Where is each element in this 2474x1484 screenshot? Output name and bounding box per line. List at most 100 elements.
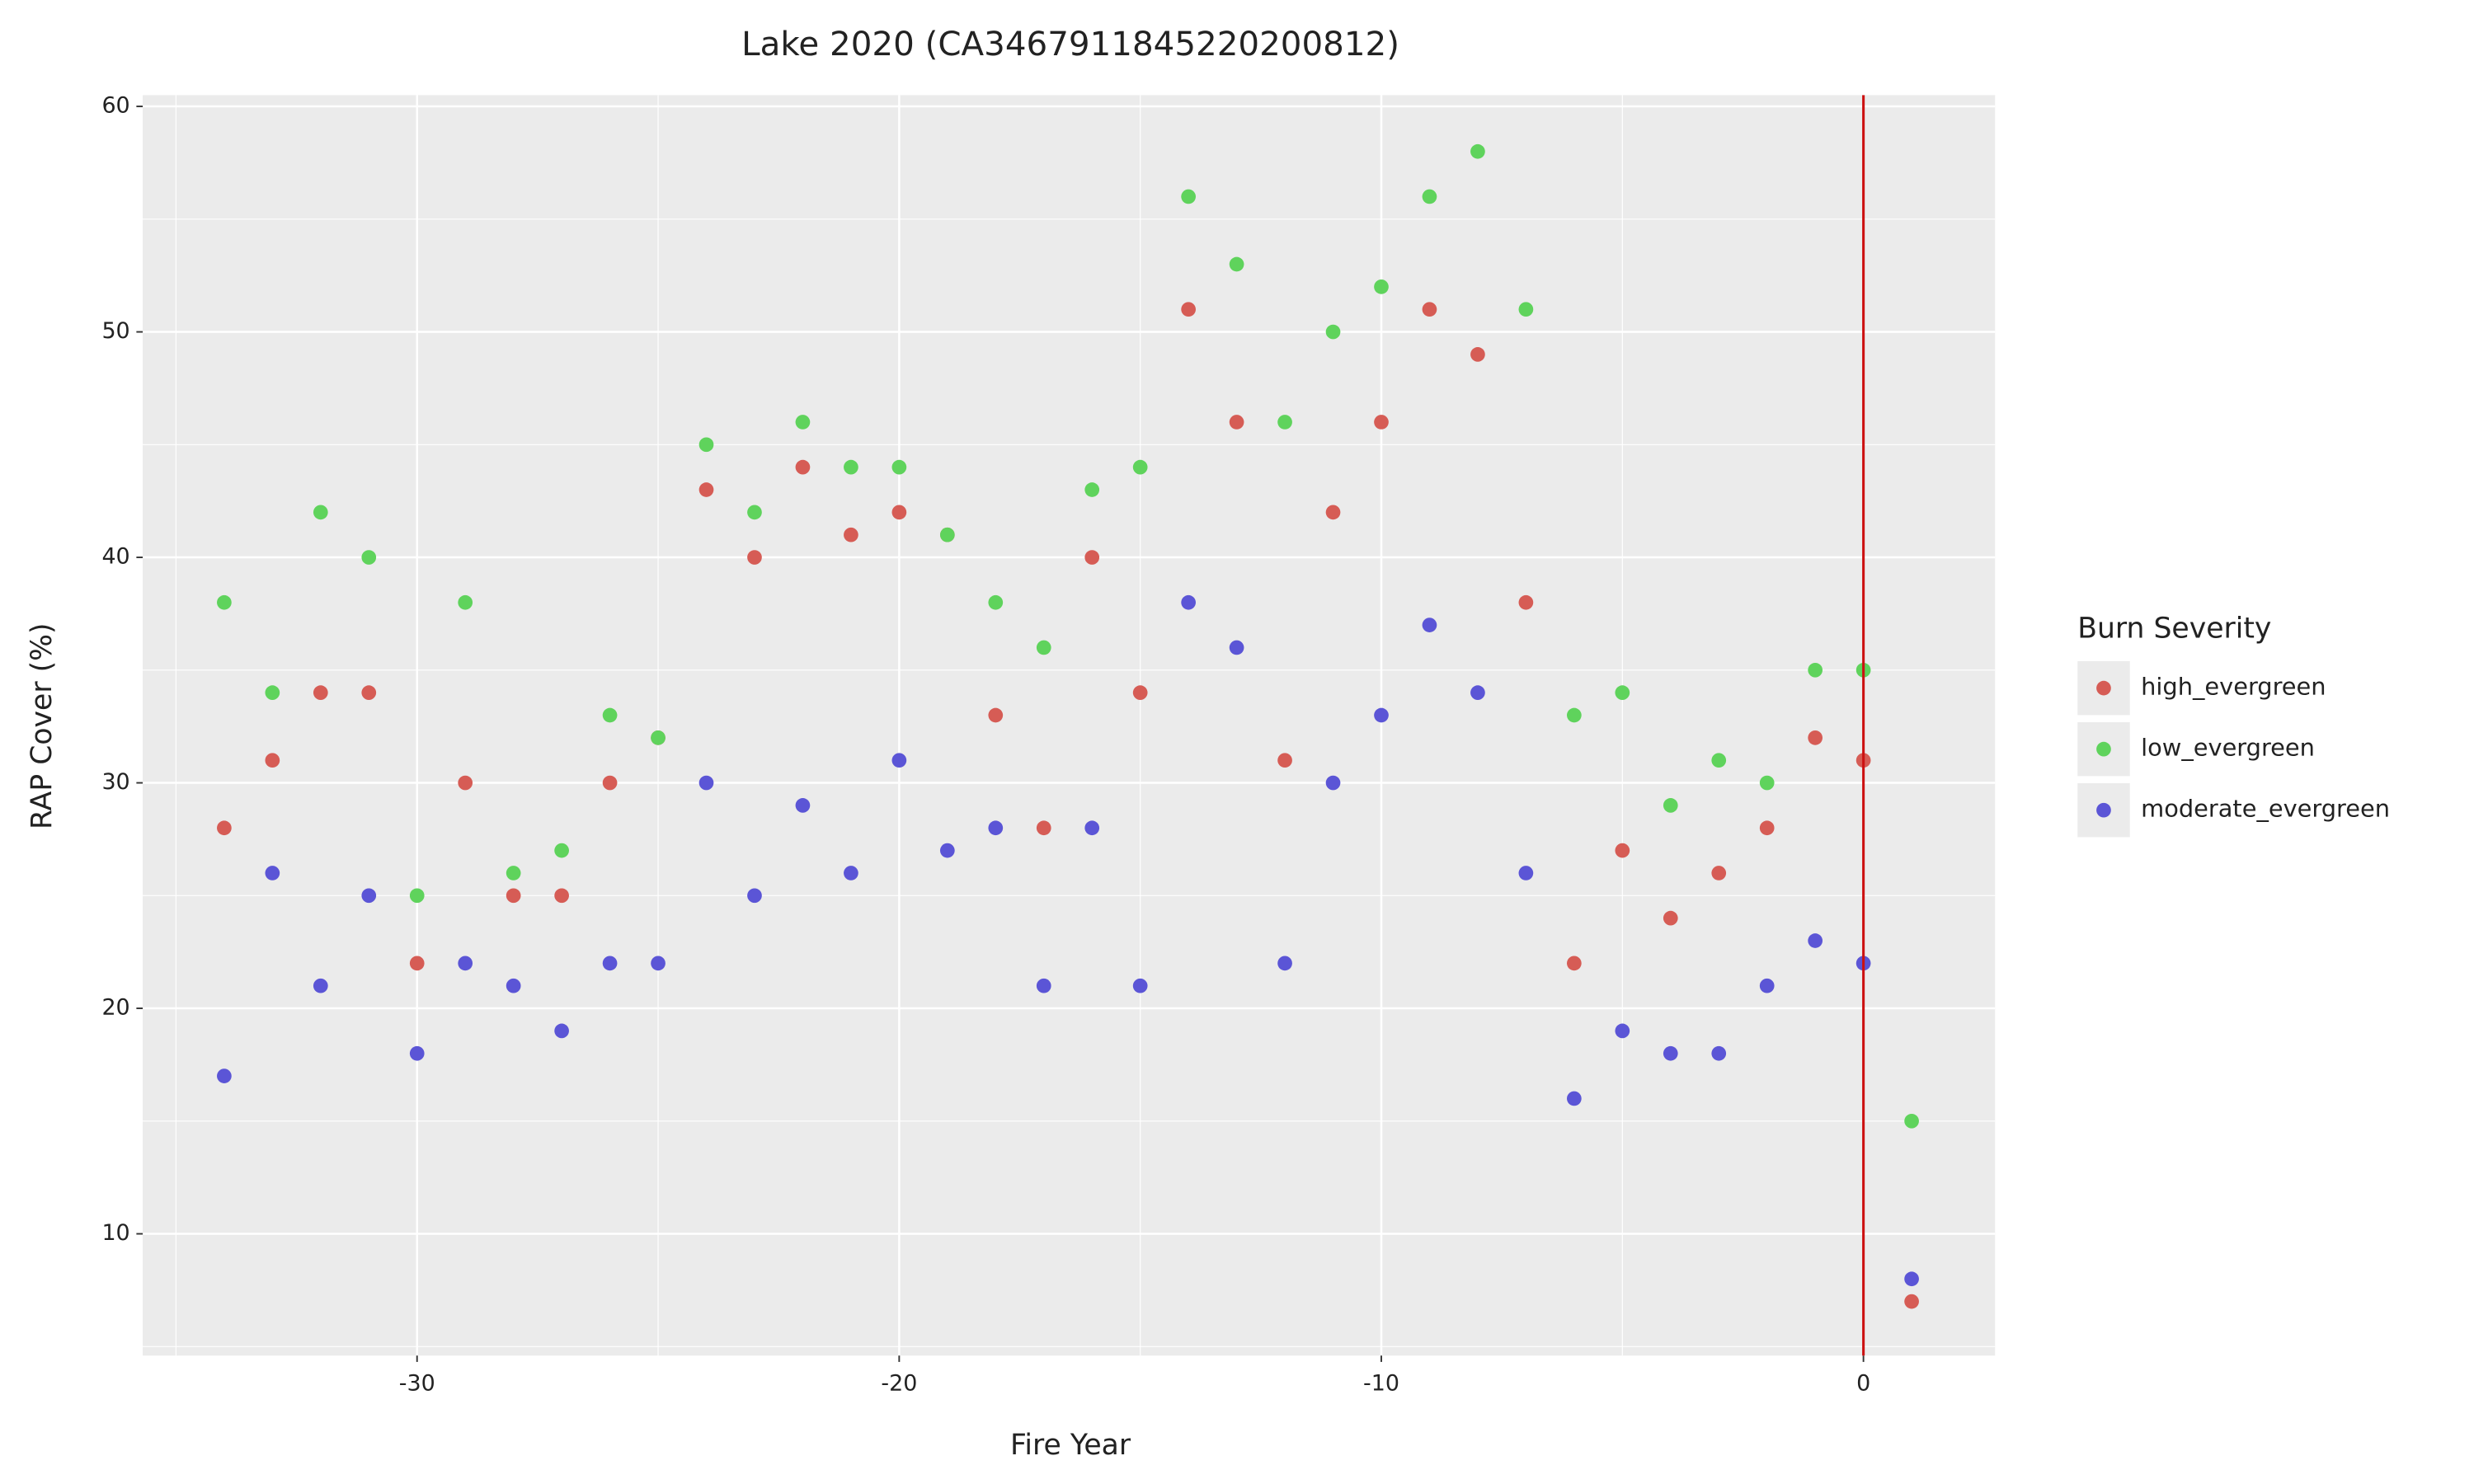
data-point xyxy=(1036,978,1051,993)
data-point xyxy=(1132,685,1148,700)
chart-title: Lake 2020 (CA3467911845220200812) xyxy=(741,25,1399,63)
data-point xyxy=(554,888,569,904)
data-point xyxy=(1904,1294,1919,1309)
data-point xyxy=(1567,956,1582,971)
data-point xyxy=(409,956,425,971)
data-point xyxy=(458,594,473,610)
data-point xyxy=(795,415,811,430)
legend-marker xyxy=(2096,741,2111,757)
data-point xyxy=(506,888,521,904)
y-tick-label: 50 xyxy=(101,318,129,344)
data-point xyxy=(1518,866,1534,881)
data-point xyxy=(361,888,377,904)
data-point xyxy=(1518,594,1534,610)
data-point xyxy=(1759,978,1775,993)
data-point xyxy=(1132,459,1148,475)
data-point xyxy=(361,550,377,565)
data-point xyxy=(1470,143,1485,159)
data-point xyxy=(651,956,666,971)
data-point xyxy=(1374,707,1389,723)
data-point xyxy=(1663,910,1678,926)
y-axis-label: RAP Cover (%) xyxy=(26,623,59,829)
y-tick-label: 10 xyxy=(101,1220,129,1246)
data-point xyxy=(1808,933,1823,948)
data-point xyxy=(1325,505,1341,520)
data-point xyxy=(1229,640,1244,655)
x-tick-label: -10 xyxy=(1363,1370,1399,1396)
data-point xyxy=(747,888,762,904)
data-point xyxy=(1181,594,1196,610)
data-point xyxy=(891,505,907,520)
data-point xyxy=(1181,189,1196,204)
data-point xyxy=(1374,279,1389,294)
y-tick-label: 20 xyxy=(101,995,129,1021)
data-point xyxy=(506,866,521,881)
data-point xyxy=(1422,302,1437,317)
data-point xyxy=(1277,753,1292,768)
data-point xyxy=(1904,1113,1919,1129)
data-point xyxy=(1470,685,1485,700)
data-point xyxy=(506,978,521,993)
data-point xyxy=(988,820,1004,836)
data-point xyxy=(1084,820,1100,836)
data-point xyxy=(1759,775,1775,791)
legend-marker xyxy=(2096,680,2111,696)
data-point xyxy=(217,594,232,610)
data-point xyxy=(265,685,280,700)
data-point xyxy=(1567,1091,1582,1106)
data-point xyxy=(844,866,858,881)
data-point xyxy=(602,956,618,971)
data-point xyxy=(1615,1023,1630,1039)
data-point xyxy=(217,820,232,836)
data-point xyxy=(1567,707,1582,723)
data-point xyxy=(1808,730,1823,745)
data-point xyxy=(217,1068,232,1083)
data-point xyxy=(313,978,328,993)
legend-marker xyxy=(2096,802,2111,818)
data-point xyxy=(265,866,280,881)
data-point xyxy=(1422,618,1437,632)
data-point xyxy=(844,527,858,542)
data-point xyxy=(554,843,569,858)
y-tick-label: 60 xyxy=(101,93,129,119)
data-point xyxy=(409,888,425,904)
data-point xyxy=(939,527,955,542)
data-point xyxy=(698,437,714,453)
data-point xyxy=(554,1023,569,1039)
data-point xyxy=(795,459,811,475)
data-point xyxy=(1277,415,1292,430)
data-point xyxy=(1904,1271,1919,1287)
data-point xyxy=(747,550,762,565)
data-point xyxy=(1663,798,1678,813)
data-point xyxy=(1325,775,1341,791)
data-point xyxy=(1615,843,1630,858)
data-point xyxy=(1277,956,1292,971)
plot-panel xyxy=(143,95,1996,1356)
legend-label: moderate_evergreen xyxy=(2141,795,2390,823)
data-point xyxy=(1229,415,1244,430)
data-point xyxy=(747,505,762,520)
data-point xyxy=(698,482,714,497)
data-point xyxy=(265,753,280,768)
data-point xyxy=(1615,685,1630,700)
data-point xyxy=(1132,978,1148,993)
data-point xyxy=(602,775,618,791)
data-point xyxy=(458,956,473,971)
data-point xyxy=(1181,302,1196,317)
data-point xyxy=(844,459,858,475)
data-point xyxy=(313,685,328,700)
legend-title: Burn Severity xyxy=(2077,612,2271,645)
data-point xyxy=(313,505,328,520)
x-tick-label: -30 xyxy=(399,1370,435,1396)
data-point xyxy=(1759,820,1775,836)
data-point xyxy=(795,798,811,813)
data-point xyxy=(1325,324,1341,340)
data-point xyxy=(698,775,714,791)
data-point xyxy=(1084,550,1100,565)
data-point xyxy=(602,707,618,723)
data-point xyxy=(891,459,907,475)
x-axis-label: Fire Year xyxy=(1010,1429,1131,1462)
data-point xyxy=(1036,820,1051,836)
data-point xyxy=(1422,189,1437,204)
data-point xyxy=(988,594,1004,610)
